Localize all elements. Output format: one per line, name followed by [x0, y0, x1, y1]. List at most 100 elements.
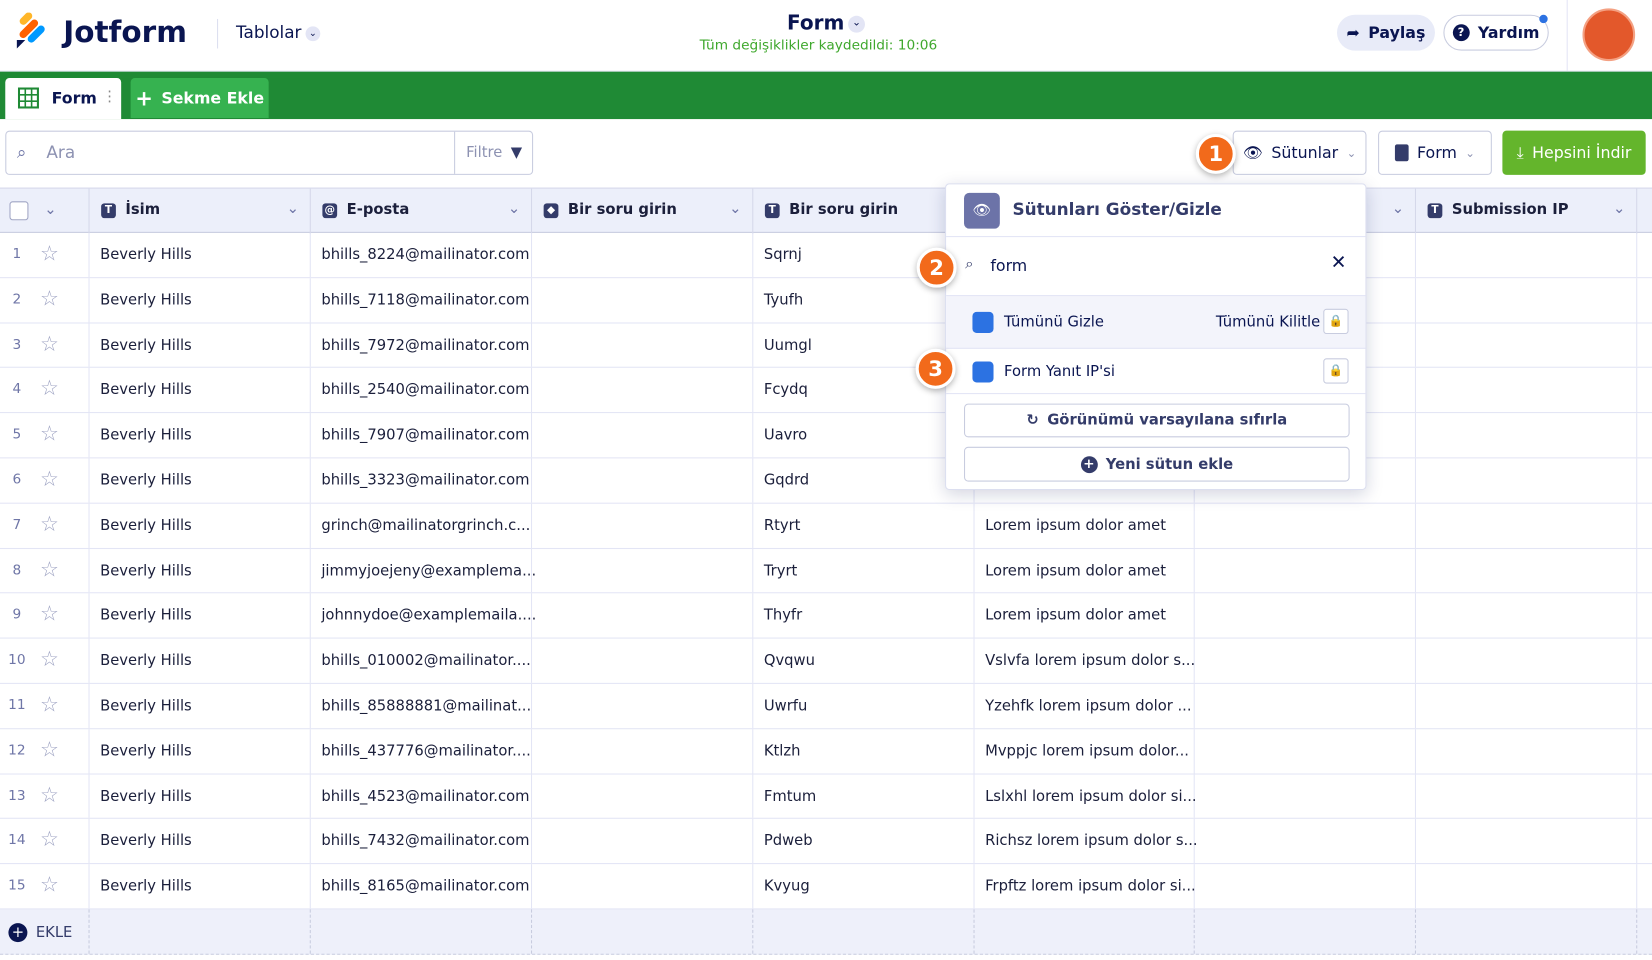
divider — [1636, 638, 1638, 683]
divider — [88, 593, 90, 638]
table-row[interactable]: 13 ☆ Beverly Hills bhills_4523@mailinator.c… — [0, 774, 1652, 820]
column-header[interactable]: Submission IP — [1451, 201, 1569, 219]
select-all[interactable] — [9, 201, 29, 221]
menu-caret[interactable]: ⌄ — [305, 26, 321, 42]
column-menu[interactable]: ⌄ — [729, 200, 742, 218]
star[interactable]: ☆ — [40, 330, 59, 356]
columns-button[interactable]: 👁 Sütunlar ⌄ — [1232, 130, 1367, 175]
column-header[interactable]: E-posta — [346, 201, 410, 219]
table-row[interactable]: 9 ☆ Beverly Hills johnnydoe@examplemaila...… — [0, 593, 1652, 639]
table-row[interactable]: 8 ☆ Beverly Hills jimmyjoejeny@examplema...… — [0, 548, 1652, 594]
step-badge: 2 — [916, 247, 957, 288]
cell-text: Frpftz lorem ipsum dolor si... — [985, 878, 1196, 895]
column-menu[interactable]: ⌄ — [286, 200, 299, 218]
help-button[interactable]: ? Yardım — [1443, 14, 1549, 51]
star[interactable]: ☆ — [40, 646, 59, 672]
columns-label: Sütunlar — [1271, 143, 1339, 163]
row-number: 13 — [8, 787, 26, 804]
table-row[interactable]: 5 ☆ Beverly Hills bhills_7907@mailinator.co… — [0, 413, 1652, 459]
view-button[interactable]: Form ⌄ — [1378, 130, 1492, 175]
tab[interactable]: Form ⋮ — [5, 77, 122, 120]
form-title[interactable]: Form — [787, 11, 845, 35]
logo-icon — [16, 12, 45, 49]
divider — [1414, 323, 1416, 368]
column-header[interactable]: Bir soru girin — [567, 201, 677, 219]
star[interactable]: ☆ — [40, 420, 59, 446]
divider — [88, 638, 90, 683]
hide-all-checkbox[interactable] — [972, 311, 994, 334]
table-row[interactable]: 10 ☆ Beverly Hills bhills_010002@mailinator… — [0, 638, 1652, 684]
divider — [530, 277, 533, 323]
filter-button[interactable]: Filtre ▼ — [454, 131, 533, 174]
divider — [530, 503, 533, 548]
divider — [1193, 909, 1195, 954]
table-row[interactable]: 7 ☆ Beverly Hills grinch@mailinatorgrinch.c… — [0, 503, 1652, 549]
cell-text: Sqrnj — [763, 246, 802, 264]
cell-text: Beverly Hills — [100, 607, 192, 625]
table-row[interactable]: 1 ☆ Beverly Hills bhills_8224@mailinator.co… — [0, 232, 1652, 278]
star[interactable]: ☆ — [40, 555, 59, 582]
divider — [530, 683, 533, 728]
table-row[interactable]: 11 ☆ Beverly Hills bhills_85888881@mailinat… — [0, 683, 1652, 730]
star[interactable]: ☆ — [40, 465, 59, 492]
column-header[interactable]: Bir soru girin — [789, 201, 899, 219]
tab-menu[interactable]: ⋮ — [102, 88, 117, 106]
table-row[interactable]: 6 ☆ Beverly Hills bhills_3323@mailinator.co… — [0, 458, 1652, 504]
star[interactable]: ☆ — [40, 871, 59, 897]
star[interactable]: ☆ — [40, 736, 59, 762]
clear-search[interactable]: ✕ — [1330, 251, 1347, 274]
star[interactable]: ☆ — [40, 240, 59, 266]
divider — [752, 909, 754, 954]
divider — [88, 864, 90, 909]
star[interactable]: ☆ — [40, 691, 59, 717]
column-header[interactable]: İsim — [125, 201, 161, 219]
star[interactable]: ☆ — [40, 285, 59, 311]
table-row[interactable]: 3 ☆ Beverly Hills bhills_7972@mailinator.co… — [0, 323, 1652, 369]
item-checkbox[interactable] — [972, 361, 994, 383]
table-row[interactable]: 4 ☆ Beverly Hills bhills_2540@mailinator.co… — [0, 368, 1652, 414]
star[interactable]: ☆ — [40, 781, 59, 807]
table-row[interactable]: 12 ☆ Beverly Hills bhills_437776@mailinator… — [0, 729, 1652, 775]
reset-button[interactable]: ↻ Görünümü varsayılana sıfırla — [964, 403, 1350, 438]
divider — [530, 188, 533, 234]
divider — [1636, 188, 1638, 234]
column-menu[interactable]: ⌄ — [1391, 200, 1405, 218]
cell-text: Beverly Hills — [100, 742, 192, 760]
divider — [1193, 638, 1195, 683]
search-placeholder: Ara — [46, 142, 76, 163]
cell-text: Ktlzh — [763, 742, 801, 760]
avatar[interactable] — [1582, 8, 1636, 62]
star[interactable]: ☆ — [40, 510, 59, 537]
logo-text[interactable]: Jotform — [63, 14, 187, 50]
add-tab[interactable]: + Sekme Ekle — [130, 77, 269, 119]
star[interactable]: ☆ — [40, 826, 59, 852]
column-menu[interactable]: ⌄ — [507, 200, 521, 218]
divider — [752, 774, 754, 819]
share-button[interactable]: ➦ Paylaş — [1336, 14, 1435, 51]
table-row[interactable]: 14 ☆ Beverly Hills bhills_7432@mailinator.c… — [0, 819, 1652, 865]
form-icon — [1394, 144, 1409, 162]
add-column-button[interactable]: + Yeni sütun ekle — [964, 446, 1350, 482]
add-row-button[interactable]: + EKLE — [8, 921, 72, 944]
download-button[interactable]: ⤓ Hepsini İndir — [1502, 130, 1646, 175]
lock-all-button[interactable]: 🔒 — [1323, 308, 1349, 335]
select-menu[interactable]: ⌄ — [44, 201, 57, 219]
lock-button[interactable]: 🔒 — [1323, 358, 1349, 384]
tab-label: Form — [51, 88, 97, 108]
column-menu[interactable]: ⌄ — [1613, 200, 1626, 218]
divider — [1193, 593, 1195, 638]
table-row[interactable]: 15 ☆ Beverly Hills bhills_8165@mailinator.c… — [0, 864, 1652, 910]
search-box[interactable]: ⌕ Ara Filtre ▼ — [5, 130, 534, 175]
title-caret[interactable]: ⌄ — [848, 15, 865, 33]
cell-text: Lorem ipsum dolor amet — [985, 607, 1167, 625]
divider — [309, 232, 311, 277]
star[interactable]: ☆ — [40, 601, 59, 627]
cell-text: bhills_010002@mailinator.... — [321, 652, 531, 670]
menu[interactable]: Tablolar — [235, 22, 302, 43]
column-type-icon: T — [764, 203, 780, 219]
divider — [752, 729, 754, 774]
cell-text: Fcydq — [763, 381, 808, 399]
table-row[interactable]: 2 ☆ Beverly Hills bhills_7118@mailinator.co… — [0, 277, 1652, 324]
popup-search-input[interactable]: form — [990, 256, 1028, 276]
star[interactable]: ☆ — [40, 375, 59, 401]
